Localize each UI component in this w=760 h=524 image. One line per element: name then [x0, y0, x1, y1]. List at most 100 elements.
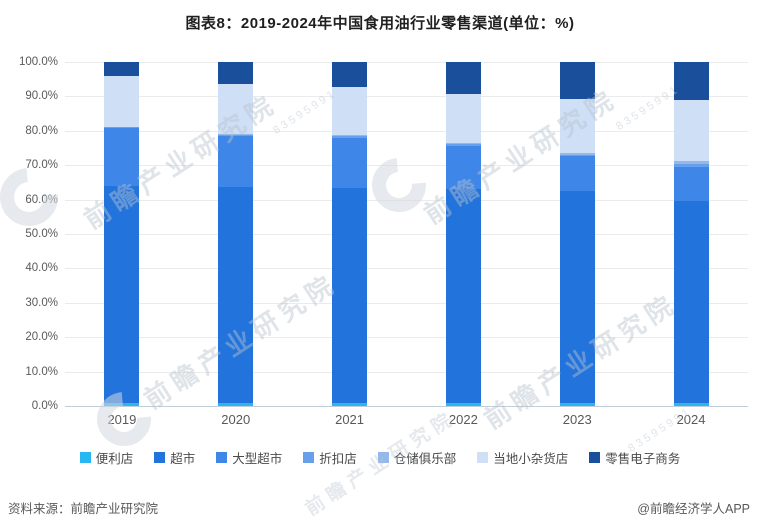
- plot-area: [65, 62, 748, 407]
- bar-segment-折扣店: [445, 143, 481, 146]
- x-tick-label: 2022: [448, 412, 478, 427]
- gridline: [65, 96, 748, 98]
- gridline: [65, 337, 748, 339]
- bar-2020: [218, 62, 254, 406]
- y-tick-label: 20.0%: [25, 331, 58, 344]
- legend-swatch-icon: [79, 452, 91, 463]
- bar-segment-零售电子商务: [445, 62, 481, 95]
- bar-segment-当地小杂货店: [218, 83, 254, 134]
- bar-segment-折扣店: [559, 154, 595, 157]
- legend-label: 大型超市: [232, 452, 283, 466]
- y-tick-label: 0.0%: [31, 400, 58, 412]
- bar-segment-超市: [673, 200, 709, 404]
- chart-title: 图表8：2019-2024年中国食用油行业零售渠道(单位：%): [185, 15, 575, 32]
- bar-2023: [559, 62, 595, 406]
- legend-swatch-icon: [377, 452, 389, 463]
- x-tick-label: 2021: [335, 412, 365, 427]
- source-note: 资料来源：前瞻产业研究院: [8, 502, 159, 516]
- bar-segment-便利店: [445, 403, 481, 406]
- bar-segment-折扣店: [218, 134, 254, 136]
- bar-segment-仓储俱乐部: [104, 126, 140, 128]
- bar-segment-零售电子商务: [104, 62, 140, 77]
- x-tick-label: 2023: [562, 412, 592, 427]
- bar-segment-当地小杂货店: [559, 98, 595, 153]
- bar-segment-仓储俱乐部: [332, 135, 368, 137]
- x-tick-label: 2024: [676, 412, 706, 427]
- y-tick-label: 30.0%: [25, 296, 58, 309]
- bar-segment-零售电子商务: [673, 62, 709, 100]
- x-axis-line: [65, 406, 748, 407]
- bar-segment-仓储俱乐部: [445, 142, 481, 144]
- legend-swatch-icon: [589, 452, 601, 463]
- legend-swatch-icon: [216, 452, 228, 463]
- bar-segment-大型超市: [104, 128, 140, 186]
- bar-2021: [332, 62, 368, 406]
- legend-item-便利店: 便利店: [79, 448, 134, 467]
- y-tick-label: 70.0%: [25, 159, 58, 172]
- bar-segment-便利店: [673, 403, 709, 406]
- bar-segment-折扣店: [673, 164, 709, 167]
- legend-swatch-icon: [477, 452, 489, 463]
- y-tick-label: 90.0%: [25, 90, 58, 103]
- legend-item-折扣店: 折扣店: [303, 448, 357, 467]
- bar-segment-超市: [445, 188, 481, 404]
- bar-segment-当地小杂货店: [445, 94, 481, 143]
- gridline: [65, 371, 748, 373]
- legend-label: 便利店: [95, 452, 134, 466]
- gridline: [65, 130, 748, 132]
- y-tick-label: 80.0%: [25, 124, 58, 137]
- legend-label: 零售电子商务: [605, 452, 681, 466]
- legend-label: 折扣店: [319, 452, 357, 466]
- bar-segment-当地小杂货店: [104, 76, 140, 127]
- gridline: [65, 268, 748, 270]
- y-tick-label: 60.0%: [25, 193, 58, 206]
- legend-label: 仓储俱乐部: [393, 452, 457, 466]
- x-tick-label: 2019: [107, 412, 137, 427]
- gridline: [65, 199, 748, 201]
- bar-2024: [673, 62, 709, 406]
- bar-segment-超市: [332, 187, 368, 403]
- gridline: [65, 234, 748, 235]
- y-tick-label: 50.0%: [25, 228, 58, 240]
- bar-segment-大型超市: [332, 137, 368, 188]
- legend-item-大型超市: 大型超市: [216, 448, 282, 467]
- legend-swatch-icon: [154, 452, 166, 463]
- bar-segment-零售电子商务: [332, 62, 368, 87]
- legend-item-超市: 超市: [154, 448, 195, 467]
- bar-segment-零售电子商务: [218, 62, 254, 84]
- bar-2019: [104, 62, 140, 406]
- legend-label: 超市: [170, 452, 196, 466]
- x-axis-labels: 2019 2020 2021 2022 2023 2024: [65, 412, 748, 427]
- bar-group: [65, 62, 748, 406]
- bar-segment-仓储俱乐部: [218, 133, 254, 135]
- x-tick-label: 2020: [221, 412, 251, 427]
- y-tick-label: 10.0%: [25, 365, 58, 378]
- legend-label: 当地小杂货店: [493, 452, 569, 466]
- bar-segment-仓储俱乐部: [673, 160, 709, 165]
- bar-segment-超市: [218, 187, 254, 404]
- bar-segment-大型超市: [218, 135, 254, 188]
- bar-segment-超市: [559, 191, 595, 403]
- bar-segment-超市: [104, 185, 140, 404]
- y-tick-label: 100.0%: [18, 56, 58, 68]
- bar-segment-大型超市: [559, 156, 595, 192]
- bar-segment-仓储俱乐部: [559, 152, 595, 155]
- bar-segment-便利店: [104, 403, 140, 406]
- y-axis-labels: 100.0% 90.0% 80.0% 70.0% 60.0% 50.0% 40.0% 30.0…: [0, 56, 58, 412]
- bar-2022: [445, 62, 481, 406]
- gridline: [65, 302, 748, 304]
- bar-segment-当地小杂货店: [332, 86, 368, 136]
- bar-segment-便利店: [559, 402, 595, 406]
- y-tick-label: 40.0%: [25, 262, 58, 275]
- credit-note: @前瞻经济学人APP: [637, 502, 750, 516]
- legend-item-仓储俱乐部: 仓储俱乐部: [377, 448, 457, 467]
- legend-swatch-icon: [303, 452, 315, 463]
- bar-segment-当地小杂货店: [673, 99, 709, 161]
- gridline: [65, 165, 748, 167]
- bar-segment-大型超市: [445, 145, 481, 189]
- bar-segment-便利店: [218, 403, 254, 406]
- gridline: [65, 62, 748, 63]
- bar-segment-大型超市: [673, 166, 709, 201]
- bar-segment-零售电子商务: [559, 62, 595, 99]
